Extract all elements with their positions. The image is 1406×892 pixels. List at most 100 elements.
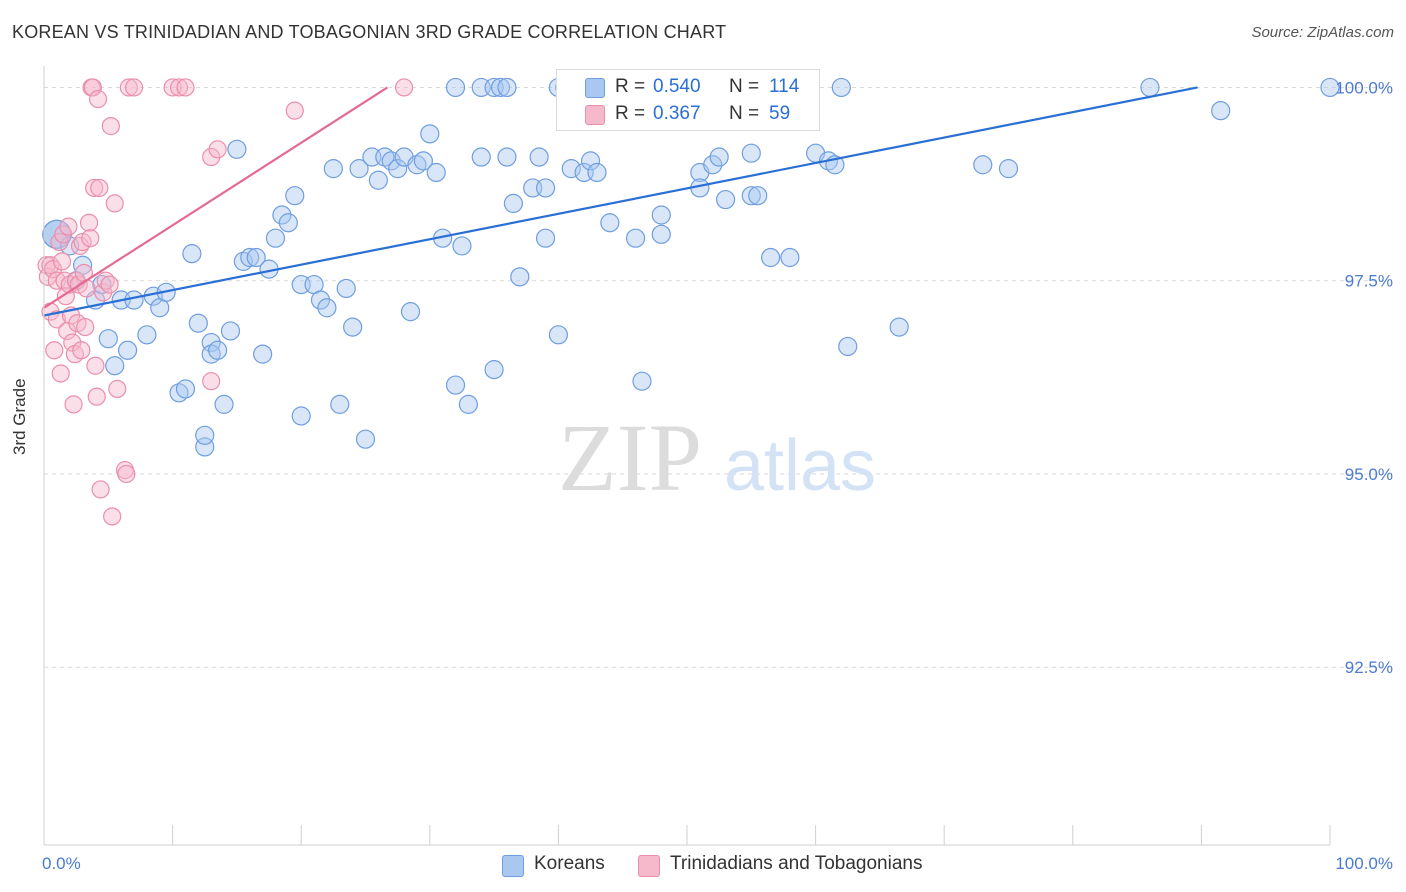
trinidadian-point bbox=[72, 341, 91, 360]
y-tick-label: 100.0% bbox=[1335, 78, 1393, 97]
korean-point bbox=[889, 317, 909, 337]
korean-point bbox=[246, 247, 266, 268]
trinidadians-trend-line bbox=[43, 86, 388, 309]
korean-point bbox=[535, 228, 556, 248]
trinidadian-point bbox=[117, 464, 136, 484]
koreans-points bbox=[42, 77, 1340, 457]
x-tick-label: 0.0% bbox=[42, 854, 81, 873]
korean-point bbox=[445, 77, 466, 98]
korean-point bbox=[105, 356, 125, 376]
trinidadian-point bbox=[87, 387, 106, 406]
grid-layer bbox=[44, 86, 1390, 668]
r-value: 0.367 bbox=[653, 103, 701, 124]
trinidadian-point bbox=[163, 78, 182, 97]
trinidadian-point bbox=[105, 194, 124, 213]
r-label: R = bbox=[615, 76, 646, 97]
trinidadian-point bbox=[76, 317, 95, 337]
stats-row-koreans: R = 0.540 N = 114 bbox=[557, 74, 819, 100]
korean-point bbox=[188, 313, 208, 333]
korean-point bbox=[715, 189, 736, 210]
y-tick-label: 95.0% bbox=[1345, 465, 1393, 484]
korean-point bbox=[760, 247, 781, 268]
korean-point bbox=[285, 186, 305, 206]
n-value: 59 bbox=[769, 103, 791, 124]
korean-point bbox=[748, 186, 768, 206]
korean-point bbox=[1140, 77, 1160, 98]
koreans-swatch bbox=[585, 78, 605, 98]
korean-point bbox=[548, 325, 569, 345]
korean-point bbox=[330, 394, 350, 414]
korean-point bbox=[973, 155, 993, 175]
korean-point bbox=[355, 429, 376, 449]
korean-point bbox=[503, 193, 523, 214]
source-label: Source: ZipAtlas.com bbox=[1251, 24, 1394, 41]
korean-point bbox=[201, 332, 221, 353]
trinidadian-point bbox=[90, 178, 109, 198]
korean-point bbox=[72, 255, 93, 275]
korean-point bbox=[323, 159, 343, 179]
trinidadian-point bbox=[52, 252, 72, 271]
korean-point bbox=[651, 224, 671, 244]
axis-layer: 92.5% 95.0% 97.5% 100.0% 0.0% 100.0% bbox=[42, 66, 1393, 873]
korean-point bbox=[278, 213, 298, 233]
korean-point bbox=[600, 213, 620, 233]
korean-point bbox=[368, 170, 388, 190]
trinidadian-point bbox=[176, 78, 195, 97]
trinidadian-point bbox=[103, 507, 122, 526]
trinidadian-point bbox=[202, 372, 221, 391]
trinidadian-point bbox=[285, 101, 304, 120]
korean-point bbox=[741, 186, 761, 206]
korean-point bbox=[625, 228, 646, 248]
korean-point bbox=[175, 379, 196, 399]
trinidadian-point bbox=[88, 89, 108, 109]
y-tick-label: 97.5% bbox=[1345, 272, 1393, 291]
watermark-zip: ZIP bbox=[558, 404, 702, 511]
korean-point bbox=[471, 147, 491, 167]
korean-point bbox=[310, 290, 331, 310]
korean-point bbox=[195, 437, 215, 457]
korean-point bbox=[98, 329, 118, 349]
korean-point bbox=[253, 344, 273, 364]
korean-point bbox=[780, 247, 800, 268]
trinidadian-point bbox=[79, 213, 99, 232]
korean-point bbox=[413, 151, 433, 171]
korean-point bbox=[426, 162, 446, 183]
korean-point bbox=[529, 147, 549, 167]
korean-point bbox=[182, 244, 202, 264]
trinidadian-point bbox=[169, 78, 189, 97]
korean-point bbox=[291, 406, 311, 426]
korean-point bbox=[998, 159, 1019, 179]
trinidadian-point bbox=[47, 310, 66, 329]
watermark: ZIP atlas bbox=[558, 404, 876, 511]
korean-point bbox=[381, 151, 401, 171]
korean-point bbox=[587, 162, 607, 183]
korean-point bbox=[388, 159, 408, 179]
korean-point bbox=[497, 147, 517, 167]
trinidadian-point bbox=[45, 341, 64, 360]
trinidadian-point bbox=[119, 78, 138, 97]
korean-point bbox=[195, 425, 215, 445]
trinidadian-point bbox=[91, 480, 110, 499]
korean-point bbox=[651, 205, 671, 225]
trinidadian-point bbox=[124, 78, 144, 97]
trinidadian-point bbox=[100, 275, 119, 294]
korean-point bbox=[535, 178, 556, 198]
korean-point bbox=[741, 143, 761, 163]
korean-point bbox=[703, 155, 723, 175]
n-value: 114 bbox=[769, 76, 800, 97]
trinidadian-point bbox=[85, 178, 104, 198]
trinidadian-point bbox=[86, 356, 105, 375]
korean-point bbox=[220, 321, 241, 341]
korean-point bbox=[317, 298, 337, 318]
korean-point bbox=[272, 205, 292, 225]
korean-point bbox=[510, 267, 530, 287]
korean-point bbox=[117, 340, 138, 360]
korean-point bbox=[452, 236, 472, 256]
trinidadian-point bbox=[51, 364, 70, 383]
korean-point bbox=[497, 77, 517, 98]
legend-label-koreans: Koreans bbox=[534, 853, 605, 874]
trinidadian-point bbox=[394, 78, 414, 97]
korean-point bbox=[1211, 101, 1231, 121]
r-label: R = bbox=[615, 103, 646, 124]
